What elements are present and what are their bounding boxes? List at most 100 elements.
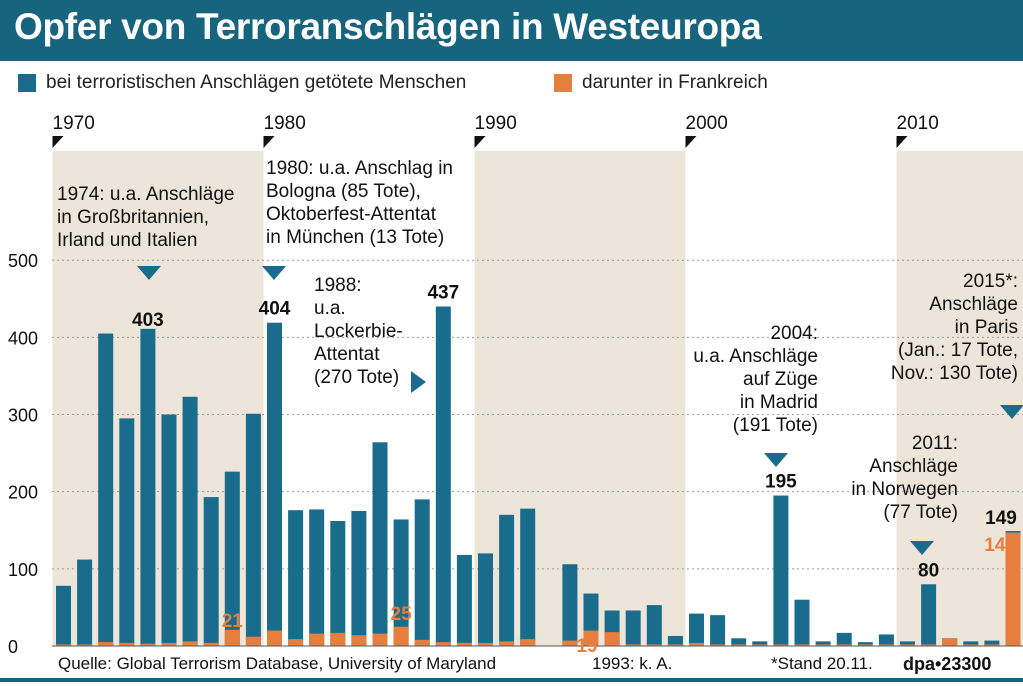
bar-france-2005 (794, 644, 810, 646)
decade-label-1980: 1980 (264, 113, 306, 134)
decade-tick-2010 (896, 136, 908, 148)
legend-swatch-france (554, 74, 572, 92)
bar-france-1980 (267, 630, 282, 646)
bar-killed-1977 (203, 497, 219, 646)
bar-france-2011 (921, 644, 937, 646)
annotation-1974-line-1: 1974: u.a. Anschläge (57, 184, 234, 205)
value-label-killed-1974: 403 (132, 310, 164, 331)
y-tick-label-400: 400 (8, 328, 38, 348)
bar-killed-1987 (414, 499, 430, 646)
bar-killed-2007 (836, 632, 852, 646)
bar-killed-2000 (689, 613, 704, 646)
bar-killed-1975 (161, 414, 177, 646)
bar-france-2009 (878, 644, 894, 646)
annotation-1974-line-3: Irland und Italien (57, 230, 198, 251)
value-label-killed-1980: 404 (259, 299, 291, 320)
annotation-1980-line-1: 1980: u.a. Anschlag in (266, 158, 453, 179)
annotation-2004-line-2: u.a. Anschläge (693, 346, 818, 367)
pointer-1974-icon (137, 266, 161, 280)
bar-france-2008 (857, 644, 873, 646)
bar-killed-1986 (393, 519, 409, 646)
bar-france-1979 (245, 636, 261, 646)
bar-killed-2001 (710, 615, 726, 646)
annotation-2004-line-5: (191 Tote) (733, 415, 818, 436)
bar-france-1988 (435, 642, 451, 646)
pointer-1988-icon (411, 371, 426, 393)
bar-killed-1985 (372, 442, 388, 646)
annotation-2004-line-1: 2004: (770, 323, 818, 344)
bar-france-2002 (731, 644, 747, 646)
bar-france-1999 (667, 644, 683, 646)
bar-killed-1983 (330, 521, 346, 646)
bar-killed-1992 (520, 508, 536, 646)
bar-france-1971 (77, 644, 93, 646)
bar-killed-2013 (963, 641, 979, 646)
legend-france: darunter in Frankreich (554, 70, 768, 96)
bar-killed-1979 (245, 413, 261, 646)
bar-killed-1970 (56, 585, 71, 646)
y-tick-label-300: 300 (8, 406, 38, 426)
decade-label-1970: 1970 (53, 113, 95, 134)
annotation-1980-line-3: Oktoberfest-Attentat (266, 204, 437, 225)
bar-killed-2010 (900, 641, 915, 646)
bar-france-2006 (815, 644, 831, 646)
bar-france-1990 (478, 642, 493, 646)
bar-france-1998 (646, 644, 662, 646)
decade-label-1990: 1990 (475, 113, 517, 134)
value-label-killed-2004: 195 (765, 472, 797, 493)
bar-france-1984 (351, 635, 367, 646)
bar-france-1987 (414, 639, 430, 646)
annotation-2011-line-2: Anschläge (869, 456, 958, 477)
annotation-1988-line-5: (270 Tote) (314, 367, 399, 388)
bar-killed-2006 (815, 641, 831, 646)
pointer-2004-icon (764, 453, 788, 467)
bar-france-1992 (520, 639, 536, 646)
bar-killed-2014 (984, 640, 1000, 646)
bar-france-1983 (330, 632, 346, 646)
bar-france-1995 (583, 630, 599, 646)
annotation-1988-line-4: Attentat (314, 344, 380, 365)
y-tick-label-100: 100 (8, 560, 38, 580)
bar-france-1978 (224, 629, 240, 646)
legend-label-killed: bei terroristischen Anschlägen getötete … (46, 72, 467, 93)
value-label-killed-1988: 437 (427, 282, 459, 303)
bar-france-1994 (562, 640, 578, 646)
bar-france-1975 (161, 642, 177, 646)
bar-killed-1980 (267, 322, 282, 646)
pointer-2011-icon (910, 541, 934, 555)
bar-killed-1974 (140, 328, 156, 646)
value-label-france-1986: 25 (391, 604, 413, 625)
decade-tick-1980 (263, 136, 275, 148)
bar-killed-1973 (119, 418, 135, 646)
bar-killed-1990 (478, 553, 493, 646)
annotation-2015-line-2: Anschläge (929, 294, 1018, 315)
bar-killed-2009 (878, 634, 894, 646)
pointer-1980-icon (262, 266, 286, 280)
bar-killed-1989 (456, 554, 472, 646)
y-tick-label-200: 200 (8, 483, 38, 503)
footer-stand: *Stand 20.11. (771, 654, 873, 673)
legend-swatch-killed (18, 74, 36, 92)
bar-france-1996 (604, 632, 620, 646)
bar-killed-1982 (309, 509, 325, 646)
bar-france-2001 (710, 644, 726, 646)
annotation-1980-line-4: in München (13 Tote) (266, 227, 444, 248)
bar-killed-1976 (182, 396, 198, 646)
value-label-killed-2011: 80 (918, 560, 939, 581)
bar-killed-2003 (752, 641, 768, 646)
value-label-france-1978: 21 (222, 611, 244, 632)
pointer-2015-icon (1000, 405, 1023, 419)
bar-france-2007 (836, 644, 852, 646)
footer-source: Quelle: Global Terrorism Database, Unive… (58, 654, 496, 673)
annotation-2015-line-4: (Jan.: 17 Tote, (898, 340, 1018, 361)
bottom-rule (0, 678, 1023, 682)
value-label-france-1995: 19 (576, 636, 597, 657)
bar-france-2012 (942, 638, 958, 646)
bar-france-2010 (900, 644, 915, 646)
bar-france-1989 (456, 642, 472, 646)
title-bar: Opfer von Terroranschlägen in Westeuropa (0, 0, 1023, 61)
annotation-2011-line-4: (77 Tote) (883, 502, 958, 523)
chart-title: Opfer von Terroranschlägen in Westeuropa (14, 6, 762, 47)
bar-france-1974 (140, 643, 156, 646)
